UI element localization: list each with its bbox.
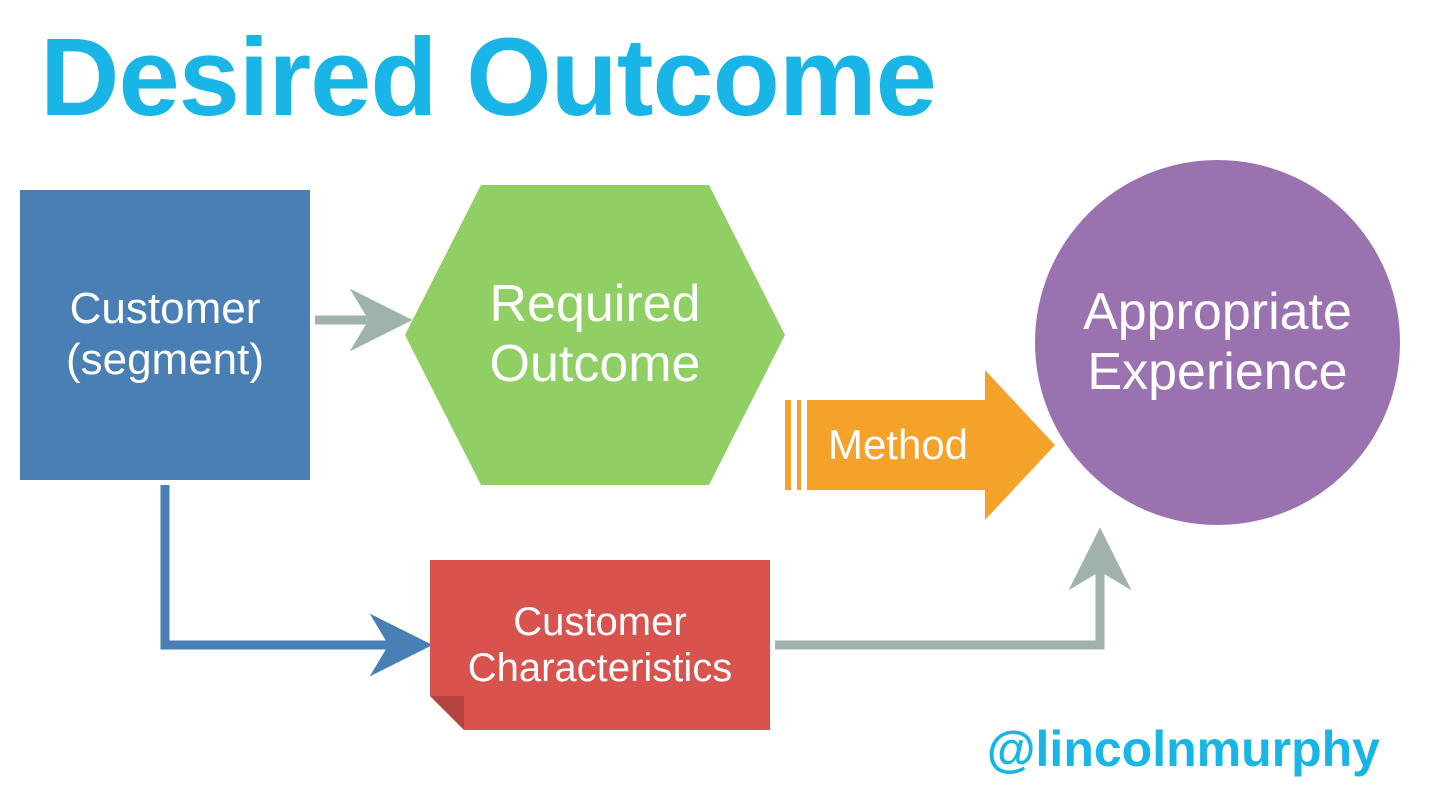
- connector-characteristics-to-experience: [775, 540, 1100, 645]
- node-customer-segment-label: Customer (segment): [66, 284, 264, 385]
- arrow-tail-stripe: [791, 400, 797, 490]
- text-line: Experience: [1087, 343, 1347, 401]
- node-required-outcome-label: Required Outcome: [489, 275, 700, 395]
- text-line: Required: [489, 275, 700, 333]
- author-handle: @lincolnmurphy: [987, 720, 1380, 778]
- diagram-stage: Desired Outcome Customer (segment) Requi…: [0, 0, 1440, 798]
- text-line: Characteristics: [468, 646, 733, 690]
- node-appropriate-experience: Appropriate Experience: [1035, 160, 1400, 525]
- node-customer-segment: Customer (segment): [20, 190, 310, 480]
- arrow-tail-stripe: [801, 400, 807, 490]
- folded-corner-icon: [430, 696, 464, 730]
- connector-segment-to-characteristics: [165, 485, 420, 645]
- text-line: Outcome: [490, 335, 701, 393]
- text-line: Appropriate: [1083, 283, 1352, 341]
- arrow-head-icon: [985, 370, 1055, 520]
- text-line: Customer: [513, 600, 686, 644]
- page-title: Desired Outcome: [40, 14, 936, 141]
- node-appropriate-experience-label: Appropriate Experience: [1083, 283, 1352, 403]
- node-required-outcome: Required Outcome: [405, 185, 785, 485]
- node-method-label: Method: [802, 421, 968, 469]
- text-line: (segment): [66, 335, 264, 384]
- node-customer-characteristics: Customer Characteristics: [430, 560, 770, 730]
- text-line: Customer: [70, 284, 261, 333]
- node-method-arrow: Method: [785, 370, 1055, 520]
- node-customer-characteristics-label: Customer Characteristics: [468, 599, 733, 691]
